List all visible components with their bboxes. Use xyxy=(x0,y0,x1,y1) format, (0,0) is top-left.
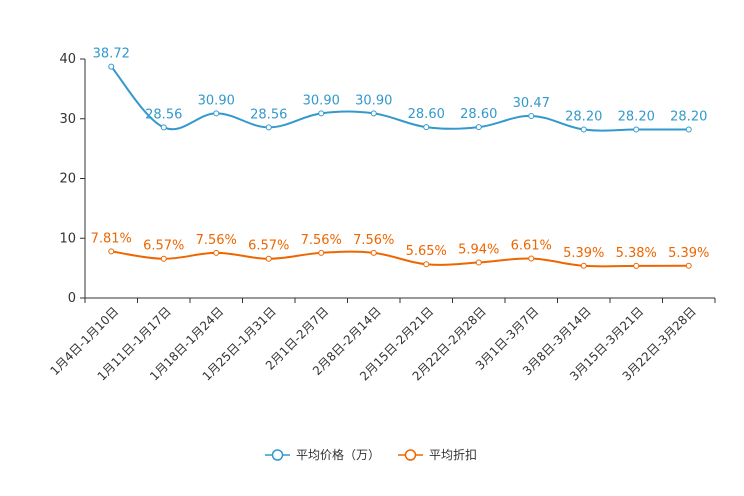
data-point xyxy=(528,112,535,119)
series-group xyxy=(108,63,692,269)
data-point xyxy=(108,63,115,70)
data-point xyxy=(318,110,325,117)
data-point xyxy=(108,248,115,255)
data-value-label: 30.90 xyxy=(198,93,235,108)
data-point xyxy=(580,126,587,133)
data-value-label: 28.20 xyxy=(565,110,602,125)
data-value-label: 7.56% xyxy=(353,233,394,248)
data-value-label: 28.60 xyxy=(408,107,445,122)
data-value-label: 30.90 xyxy=(355,93,392,108)
data-point xyxy=(528,255,535,262)
data-value-label: 7.56% xyxy=(196,233,237,248)
y-tick-label: 10 xyxy=(59,231,76,246)
legend-marker-icon xyxy=(404,449,417,461)
data-point xyxy=(213,110,220,117)
data-point xyxy=(213,249,220,256)
data-value-label: 7.56% xyxy=(301,233,342,248)
data-point xyxy=(370,110,377,117)
data-value-label: 28.20 xyxy=(618,110,655,125)
data-value-label: 6.57% xyxy=(143,239,184,254)
data-point xyxy=(423,124,430,131)
legend-item-1[interactable]: 平均折扣 xyxy=(398,447,477,462)
series-line-1 xyxy=(111,250,689,268)
data-value-label: 5.39% xyxy=(563,246,604,261)
y-tick-label: 20 xyxy=(59,172,76,187)
data-point xyxy=(370,249,377,256)
data-point xyxy=(160,124,167,131)
data-point xyxy=(265,255,272,262)
data-labels: 38.72 28.56 30.90 28.56 30.90 30.90 28.60 28.60… xyxy=(91,47,710,261)
y-tick-label: 40 xyxy=(59,52,76,67)
data-point xyxy=(633,262,640,269)
data-value-label: 30.90 xyxy=(303,93,340,108)
data-value-label: 5.38% xyxy=(616,246,657,261)
data-point xyxy=(160,255,167,262)
data-value-label: 6.57% xyxy=(248,239,289,254)
legend-label: 平均价格（万） xyxy=(296,447,380,462)
legend-marker-icon xyxy=(271,449,284,461)
y-tick-label: 0 xyxy=(68,291,76,306)
legend[interactable]: 平均价格（万） 平均折扣 xyxy=(265,447,477,462)
data-value-label: 28.20 xyxy=(670,110,707,125)
data-point xyxy=(685,126,692,133)
data-value-label: 28.56 xyxy=(145,107,182,122)
data-point xyxy=(318,249,325,256)
data-point xyxy=(580,262,587,269)
data-point xyxy=(685,262,692,269)
data-value-label: 5.39% xyxy=(668,246,709,261)
data-point xyxy=(633,126,640,133)
data-value-label: 28.60 xyxy=(460,107,497,122)
data-value-label: 5.94% xyxy=(458,243,499,258)
data-value-label: 6.61% xyxy=(511,239,552,254)
data-value-label: 30.47 xyxy=(513,96,550,111)
data-value-label: 5.65% xyxy=(406,244,447,259)
data-point xyxy=(265,124,272,131)
data-point xyxy=(423,261,430,268)
data-value-label: 38.72 xyxy=(93,47,130,62)
y-tick-label: 30 xyxy=(59,112,76,127)
legend-item-0[interactable]: 平均价格（万） xyxy=(265,447,380,462)
data-point xyxy=(475,259,482,266)
data-value-label: 7.81% xyxy=(91,231,132,246)
data-point xyxy=(475,124,482,131)
data-value-label: 28.56 xyxy=(250,107,287,122)
legend-label: 平均折扣 xyxy=(429,447,477,462)
